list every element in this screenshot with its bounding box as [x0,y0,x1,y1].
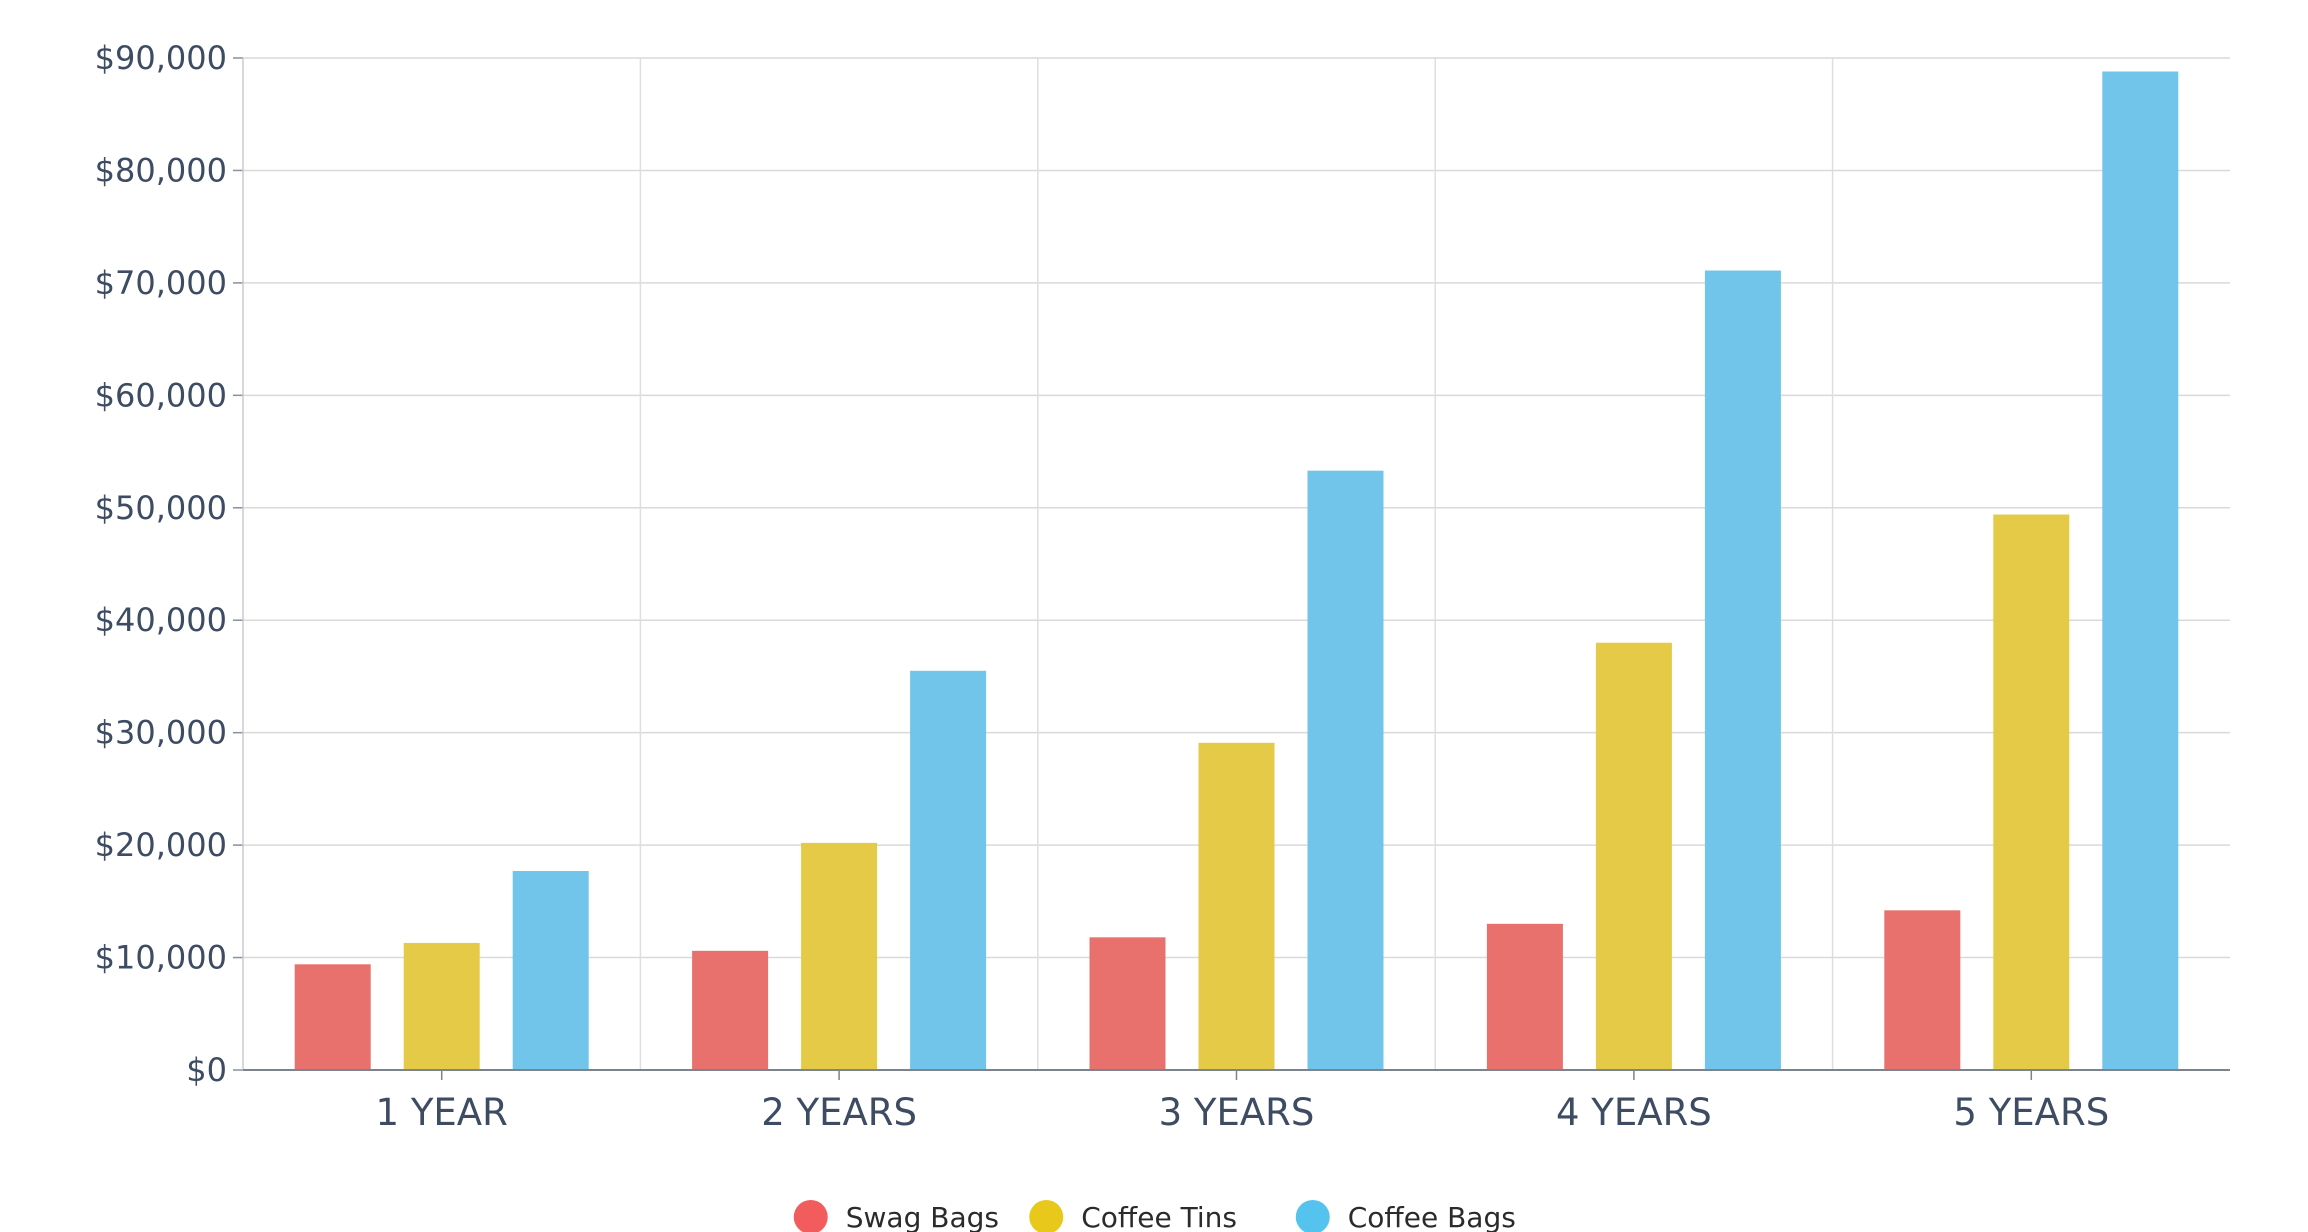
axes: $0 $10,000 $20,000 $30,000 $40,000 $50,000 $60… [95,39,2230,1134]
x-tick-label: 3 YEARS [1159,1091,1315,1134]
y-tick-label: $0 [186,1051,227,1089]
x-tick-label: 5 YEARS [1953,1091,2109,1134]
y-tick-label: $10,000 [95,939,227,977]
bar-swag-bags-1[interactable] [294,964,371,1070]
y-tick-label: $40,000 [95,601,227,639]
legend-marker [1029,1200,1064,1232]
legend: Swag Bags Coffee Tins Coffee Bags [793,1200,1516,1232]
x-tick-label: 1 YEAR [376,1091,508,1134]
bar-coffee-tins-4[interactable] [1595,642,1672,1070]
legend-label: Coffee Bags [1348,1201,1516,1232]
bar-swag-bags-5[interactable] [1884,910,1961,1070]
y-tick-label: $60,000 [95,376,227,414]
y-tick-label: $30,000 [95,714,227,752]
legend-item-coffee-bags[interactable]: Coffee Bags [1295,1200,1516,1232]
bar-coffee-tins-3[interactable] [1198,742,1275,1070]
x-tick-label: 4 YEARS [1556,1091,1712,1134]
bars [294,71,2179,1070]
bar-coffee-bags-1[interactable] [512,870,589,1070]
y-tick-label: $70,000 [95,264,227,302]
legend-marker [793,1200,828,1232]
y-tick-label: $50,000 [95,489,227,527]
bar-coffee-bags-3[interactable] [1307,470,1384,1070]
y-tick-label: $80,000 [95,151,227,189]
y-tick-label: $20,000 [95,826,227,864]
bar-coffee-tins-2[interactable] [801,842,878,1070]
legend-label: Swag Bags [846,1201,999,1232]
bar-coffee-tins-5[interactable] [1993,514,2070,1070]
bar-swag-bags-3[interactable] [1089,937,1166,1070]
legend-label: Coffee Tins [1081,1201,1237,1232]
grid-lines [243,57,2230,1070]
legend-item-swag-bags[interactable]: Swag Bags [793,1200,999,1232]
x-tick-label: 2 YEARS [761,1091,917,1134]
bar-coffee-bags-4[interactable] [1704,270,1781,1070]
bar-coffee-bags-2[interactable] [910,670,987,1070]
bar-coffee-tins-1[interactable] [403,942,480,1070]
legend-marker [1295,1200,1330,1232]
bar-swag-bags-4[interactable] [1486,923,1563,1070]
bar-coffee-bags-5[interactable] [2102,71,2179,1070]
legend-item-coffee-tins[interactable]: Coffee Tins [1029,1200,1237,1232]
bar-swag-bags-2[interactable] [692,950,769,1070]
y-tick-label: $90,000 [95,39,227,77]
